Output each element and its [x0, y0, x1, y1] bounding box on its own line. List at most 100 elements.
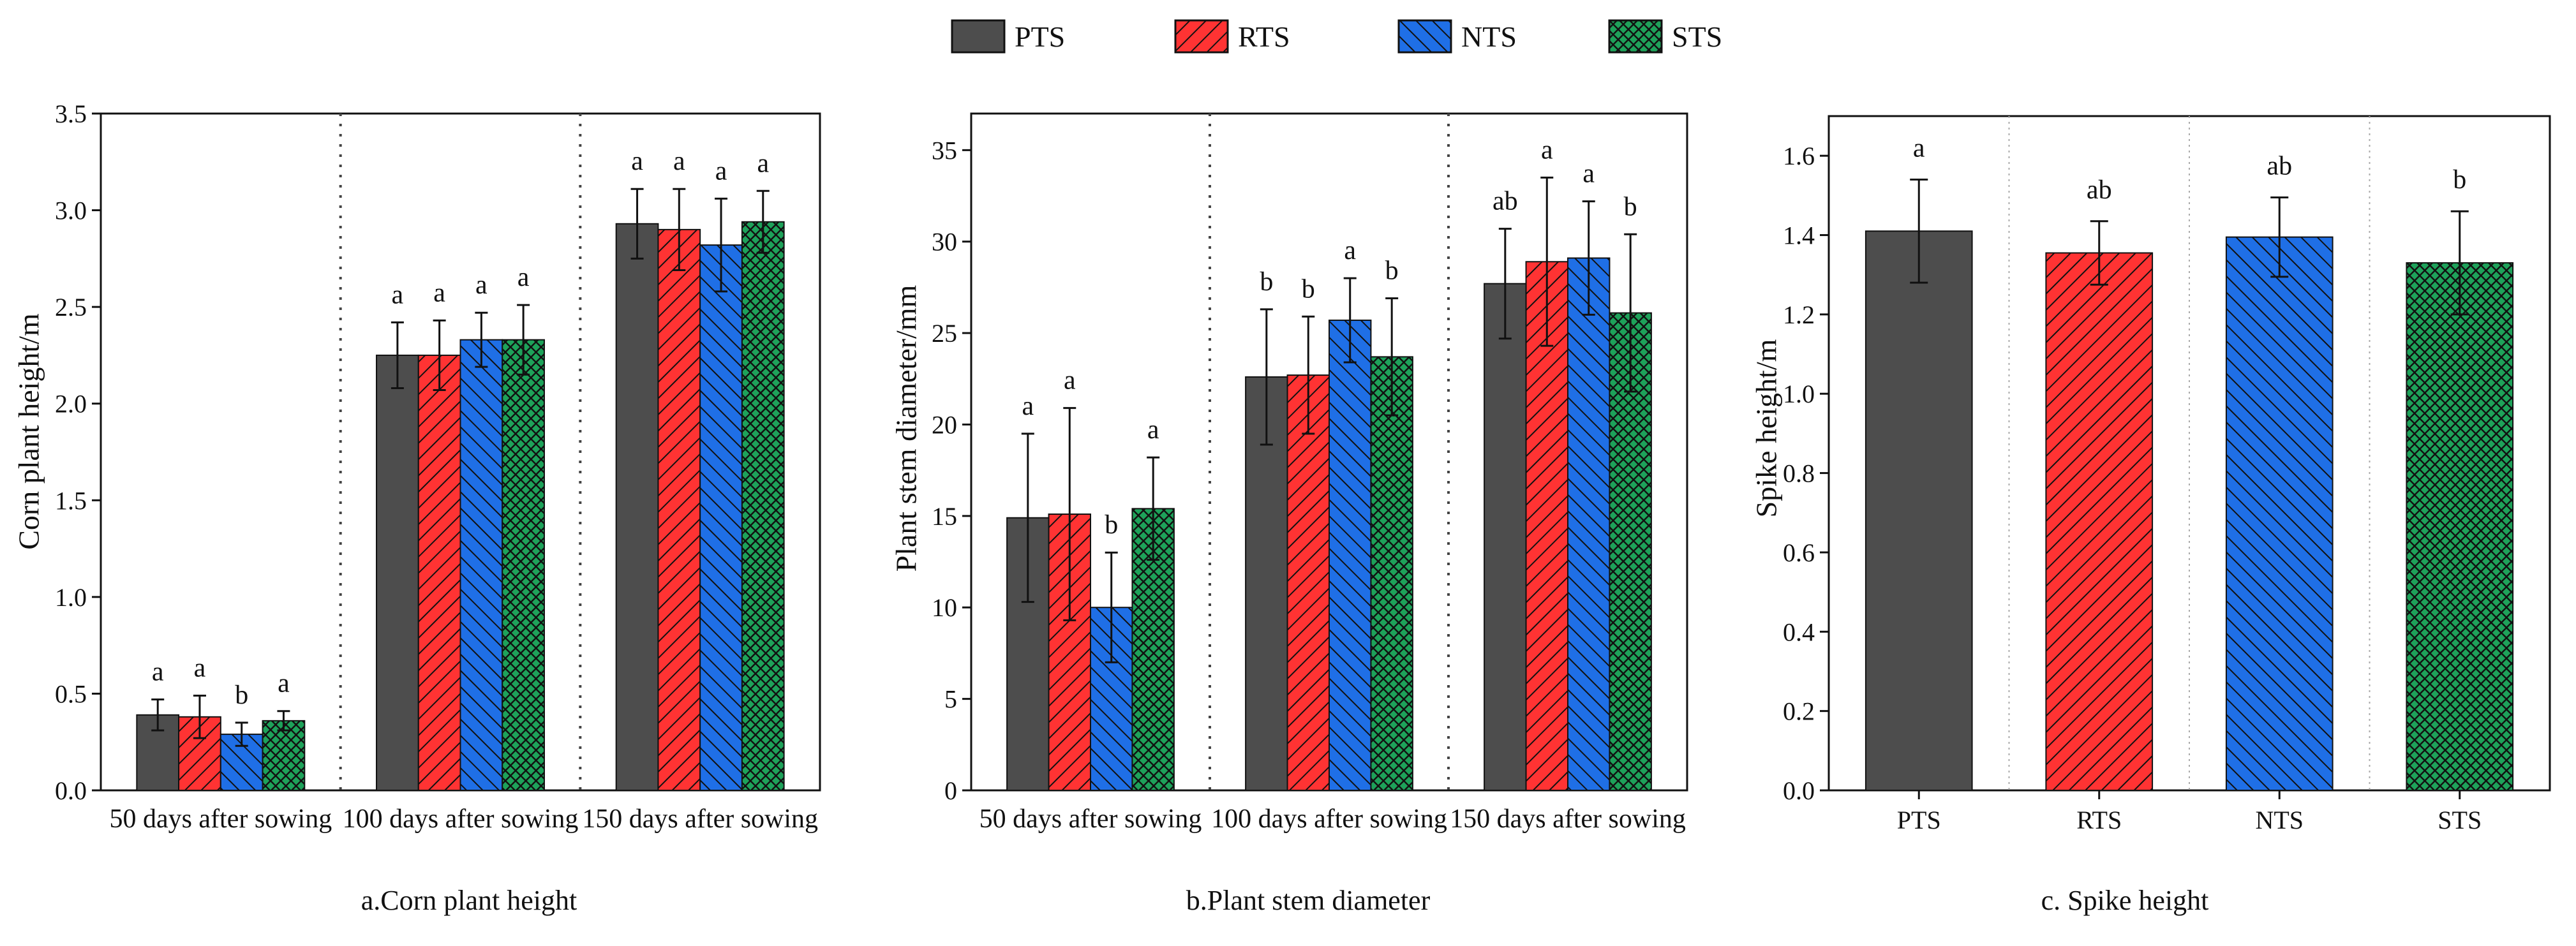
significance-letter: b	[1624, 192, 1637, 221]
significance-letter: a	[715, 156, 727, 186]
bar-pts	[1245, 376, 1288, 791]
y-tick-label: 5	[944, 685, 957, 714]
bar-rts	[417, 354, 461, 791]
significance-letter: a	[631, 147, 643, 176]
significance-letter: ab	[2267, 151, 2292, 181]
bar-nts	[459, 339, 503, 791]
y-tick-label: 0.5	[55, 679, 87, 708]
bar-sts	[741, 221, 785, 791]
y-tick-label: 0.6	[1783, 538, 1815, 567]
legend-label: RTS	[1238, 20, 1290, 53]
significance-letter: a	[1541, 135, 1553, 165]
legend-swatch-rts	[1174, 19, 1229, 54]
x-tick-label: 50 days after sowing	[109, 804, 332, 834]
chart-c-title: c. Spike height	[2041, 885, 2209, 916]
chart-b-title: b.Plant stem diameter	[1186, 885, 1431, 916]
chart-a-title: a.Corn plant height	[361, 885, 577, 916]
chart-a-ylabel: Corn plant height/m	[12, 313, 45, 550]
legend-label: PTS	[1015, 20, 1066, 53]
significance-letter: a	[1913, 133, 1925, 163]
bar-pts	[615, 223, 659, 791]
x-tick-label: STS	[2438, 806, 2482, 834]
significance-letter: ab	[1493, 187, 1518, 216]
chart-panels: 0.0 0.5 1.0 1.5 2.0 2.5 3.0 3.5 50 days after so…	[55, 100, 2551, 834]
y-tick-label: 1.0	[1783, 380, 1815, 408]
bar-rts	[1286, 374, 1330, 791]
x-tick-label: 50 days after sowing	[979, 804, 1202, 834]
significance-letter: a	[152, 658, 164, 687]
bar-nts	[1329, 320, 1372, 791]
y-tick-label: 15	[932, 502, 957, 531]
bar-sts	[2406, 262, 2514, 792]
legend-item-rts: RTS	[1174, 14, 1290, 59]
significance-letter: a	[1147, 415, 1159, 445]
y-tick-label: 2.5	[55, 293, 87, 321]
significance-letter: a	[475, 270, 488, 300]
legend-swatch-sts	[1608, 19, 1663, 54]
bar-rts	[2045, 252, 2154, 791]
significance-letter: a	[517, 263, 530, 292]
chart-c-ylabel: Spike height/m	[1750, 339, 1783, 518]
y-tick-label: 10	[932, 593, 957, 622]
bar-nts	[699, 244, 743, 791]
bar-pts	[1865, 230, 1973, 791]
y-tick-label: 1.4	[1783, 221, 1815, 250]
x-tick-label: 150 days after sowing	[582, 804, 818, 834]
bar-nts	[1567, 257, 1611, 791]
y-tick-label: 20	[932, 410, 957, 439]
significance-letter: a	[1582, 159, 1595, 189]
legend-item-nts: NTS	[1397, 14, 1517, 59]
y-tick-label: 0.8	[1783, 459, 1815, 488]
x-tick-label: RTS	[2076, 806, 2122, 834]
y-tick-label: 3.0	[55, 196, 87, 225]
y-tick-label: 0.2	[1783, 697, 1815, 726]
y-tick-label: 1.0	[55, 583, 87, 612]
legend-item-sts: STS	[1608, 14, 1722, 59]
significance-letter: a	[757, 149, 769, 178]
chart-a: 0.0 0.5 1.0 1.5 2.0 2.5 3.0 3.5 50 days after so…	[55, 100, 821, 834]
legend-swatch-pts	[951, 19, 1006, 54]
x-tick-label: 100 days after sowing	[1211, 804, 1447, 834]
significance-letter: ab	[2087, 175, 2112, 205]
significance-letter: a	[1064, 366, 1076, 395]
y-tick-label: 30	[932, 228, 957, 256]
significance-letter: b	[2453, 165, 2466, 195]
legend-item-pts: PTS	[951, 14, 1065, 59]
significance-letter: a	[278, 669, 290, 698]
y-tick-label: 0.0	[55, 776, 87, 805]
bar-sts	[1370, 356, 1413, 791]
y-tick-label: 0.4	[1783, 617, 1815, 646]
x-tick-label: PTS	[1897, 806, 1941, 834]
y-tick-label: 35	[932, 136, 957, 165]
significance-letter: a	[1344, 236, 1356, 265]
y-tick-label: 1.5	[55, 486, 87, 515]
significance-letter: b	[235, 681, 248, 710]
chart-b-ylabel: Plant stem diameter/mm	[890, 285, 923, 572]
bar-pts	[1484, 283, 1527, 791]
significance-letter: b	[1105, 510, 1118, 540]
significance-letter: a	[1022, 392, 1034, 421]
y-tick-label: 3.5	[55, 100, 87, 128]
significance-letter: b	[1260, 267, 1273, 297]
bar-rts	[657, 228, 701, 791]
bar-sts	[502, 339, 545, 791]
y-tick-label: 0	[944, 776, 957, 805]
bar-pts	[376, 354, 419, 791]
y-tick-label: 0.0	[1783, 776, 1815, 805]
y-tick-label: 25	[932, 319, 957, 348]
significance-letter: a	[433, 278, 445, 307]
significance-letter: a	[673, 147, 685, 176]
legend-label: NTS	[1461, 20, 1517, 53]
significance-letter: a	[194, 653, 206, 683]
x-tick-label: 150 days after sowing	[1450, 804, 1686, 834]
y-tick-label: 1.6	[1783, 142, 1815, 170]
x-tick-label: NTS	[2255, 806, 2304, 834]
legend-swatch-nts	[1397, 19, 1452, 54]
legend-label: STS	[1672, 20, 1723, 53]
y-tick-label: 1.2	[1783, 300, 1815, 329]
significance-letter: a	[392, 280, 404, 309]
chart-c: 0.0 0.2 0.4 0.6 0.8 1.0 1.2 1.4 1.6 PTS a RTS ab NTS a…	[1783, 115, 2551, 834]
significance-letter: b	[1302, 274, 1315, 304]
